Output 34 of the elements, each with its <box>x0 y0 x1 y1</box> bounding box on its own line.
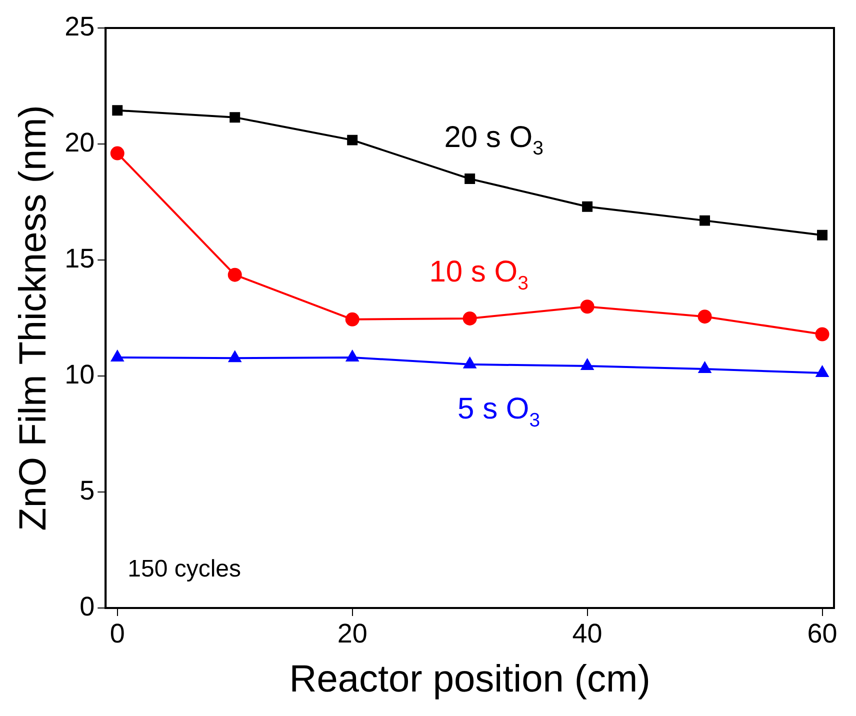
y-tick-label: 5 <box>80 475 95 506</box>
point <box>228 268 242 282</box>
y-tick-label: 15 <box>64 243 95 274</box>
point <box>345 312 360 326</box>
point <box>580 300 594 314</box>
point <box>346 350 359 362</box>
y-tick-label: 10 <box>64 359 95 390</box>
point <box>111 350 124 362</box>
x-tick-label: 20 <box>337 618 368 649</box>
point <box>582 201 593 212</box>
point <box>700 215 710 226</box>
point <box>462 311 477 326</box>
point <box>112 105 123 116</box>
point <box>464 174 476 184</box>
x-axis-title: Reactor position (cm) <box>289 658 650 701</box>
y-axis-title: ZnO Film Thickness (nm) <box>12 105 54 531</box>
point <box>228 351 242 362</box>
point <box>110 146 124 160</box>
point <box>581 359 594 370</box>
x-tick-label: 60 <box>807 618 838 649</box>
x-tick-label: 40 <box>572 618 602 649</box>
point <box>347 134 358 146</box>
y-tick-label: 20 <box>64 127 95 158</box>
x-tick-label: 0 <box>110 618 125 649</box>
y-tick-label: 0 <box>80 591 95 622</box>
y-tick-label: 25 <box>64 11 95 42</box>
point <box>698 310 712 324</box>
point <box>464 357 476 368</box>
point <box>816 366 828 377</box>
point <box>230 112 240 123</box>
point <box>815 327 830 342</box>
point <box>817 230 828 240</box>
annotation: 150 cycles <box>128 556 242 583</box>
point <box>698 362 711 374</box>
